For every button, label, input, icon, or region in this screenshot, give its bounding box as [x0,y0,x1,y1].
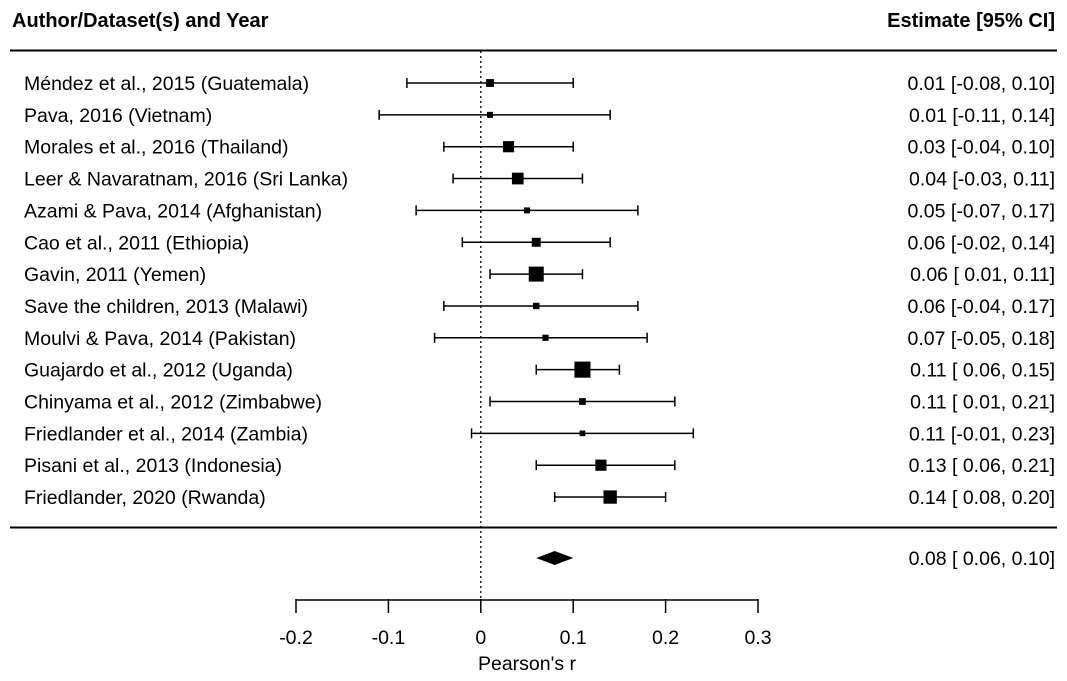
point-estimate [524,207,530,214]
point-estimate [486,79,494,87]
study-label: Friedlander, 2020 (Rwanda) [24,487,266,509]
point-estimate [511,172,524,185]
x-tick-label: 0.2 [652,627,679,649]
point-estimate [574,361,591,378]
point-estimate [531,237,541,247]
point-estimate [595,459,607,471]
study-estimate-text: 0.06 [ 0.01, 0.11] [910,264,1055,286]
study-estimate-text: 0.04 [-0.03, 0.11] [909,169,1055,191]
header-right: Estimate [95% CI] [887,10,1055,32]
study-row: Leer & Navaratnam, 2016 (Sri Lanka) 0.04 … [24,169,1055,191]
study-label: Pava, 2016 (Vietnam) [24,105,212,127]
summary-diamond [536,551,574,565]
study-row: Save the children, 2013 (Malawi) 0.06 [-0… [24,296,1055,318]
study-row: Azami & Pava, 2014 (Afghanistan) 0.05 [-0… [24,200,1055,222]
study-row: Pava, 2016 (Vietnam) 0.01 [-0.11, 0.14] [24,105,1055,127]
study-label: Save the children, 2013 (Malawi) [24,296,308,318]
study-label: Leer & Navaratnam, 2016 (Sri Lanka) [24,169,348,191]
study-rows: Méndez et al., 2015 (Guatemala) 0.01 [-0.… [24,73,1055,509]
point-estimate [487,111,494,118]
study-label: Morales et al., 2016 (Thailand) [24,137,288,159]
study-label: Chinyama et al., 2012 (Zimbabwe) [24,392,322,414]
study-estimate-text: 0.11 [ 0.06, 0.15] [910,360,1055,382]
study-row: Méndez et al., 2015 (Guatemala) 0.01 [-0.… [24,73,1055,95]
study-label: Gavin, 2011 (Yemen) [24,264,206,286]
study-row: Friedlander, 2020 (Rwanda) 0.14 [ 0.08, 0… [24,487,1055,509]
x-tick-label: -0.1 [372,627,406,649]
x-tick-label: -0.2 [279,627,313,649]
study-label: Méndez et al., 2015 (Guatemala) [24,73,309,95]
study-row: Cao et al., 2011 (Ethiopia) 0.06 [-0.02, … [24,232,1055,254]
study-estimate-text: 0.11 [ 0.01, 0.21] [910,392,1055,414]
point-estimate [579,430,586,437]
study-estimate-text: 0.14 [ 0.08, 0.20] [909,487,1055,509]
study-estimate-text: 0.03 [-0.04, 0.10] [908,137,1055,159]
study-label: Guajardo et al., 2012 (Uganda) [24,360,293,382]
x-tick-label: 0 [475,627,486,649]
x-tick-label: 0.1 [560,627,587,649]
study-row: Pisani et al., 2013 (Indonesia) 0.13 [ 0.… [24,455,1055,477]
x-axis: -0.2 -0.1 0 0.1 0.2 0.3 [279,599,772,649]
study-estimate-text: 0.06 [-0.04, 0.17] [908,296,1055,318]
study-label: Cao et al., 2011 (Ethiopia) [24,232,249,254]
study-row: Chinyama et al., 2012 (Zimbabwe) 0.11 [ 0… [24,392,1055,414]
study-estimate-text: 0.01 [-0.11, 0.14] [909,105,1055,127]
study-estimate-text: 0.06 [-0.02, 0.14] [908,232,1055,254]
study-label: Pisani et al., 2013 (Indonesia) [24,455,282,477]
study-estimate-text: 0.13 [ 0.06, 0.21] [909,455,1055,477]
point-estimate [502,141,515,153]
study-label: Friedlander et al., 2014 (Zambia) [24,423,308,445]
study-row: Friedlander et al., 2014 (Zambia) 0.11 [-… [24,423,1055,445]
x-axis-label: Pearson's r [478,653,577,675]
study-row: Morales et al., 2016 (Thailand) 0.03 [-0.… [24,137,1055,159]
study-label: Azami & Pava, 2014 (Afghanistan) [24,200,322,222]
point-estimate [542,334,549,341]
study-estimate-text: 0.11 [-0.01, 0.23] [909,423,1055,445]
study-row: Guajardo et al., 2012 (Uganda) 0.11 [ 0.0… [24,360,1055,382]
header-left: Author/Dataset(s) and Year [12,10,269,32]
study-row: Moulvi & Pava, 2014 (Pakistan) 0.07 [-0.0… [24,328,1055,350]
study-row: Gavin, 2011 (Yemen) 0.06 [ 0.01, 0.11] [24,264,1055,286]
point-estimate [533,302,540,310]
point-estimate [603,490,617,504]
summary-estimate-text: 0.08 [ 0.06, 0.10] [909,548,1055,570]
point-estimate [528,266,544,282]
point-estimate [579,398,586,405]
study-estimate-text: 0.05 [-0.07, 0.17] [908,200,1055,222]
x-tick-label: 0.3 [744,627,771,649]
study-label: Moulvi & Pava, 2014 (Pakistan) [24,328,296,350]
summary-row: 0.08 [ 0.06, 0.10] [536,548,1055,570]
study-estimate-text: 0.07 [-0.05, 0.18] [908,328,1055,350]
study-estimate-text: 0.01 [-0.08, 0.10] [908,73,1055,95]
